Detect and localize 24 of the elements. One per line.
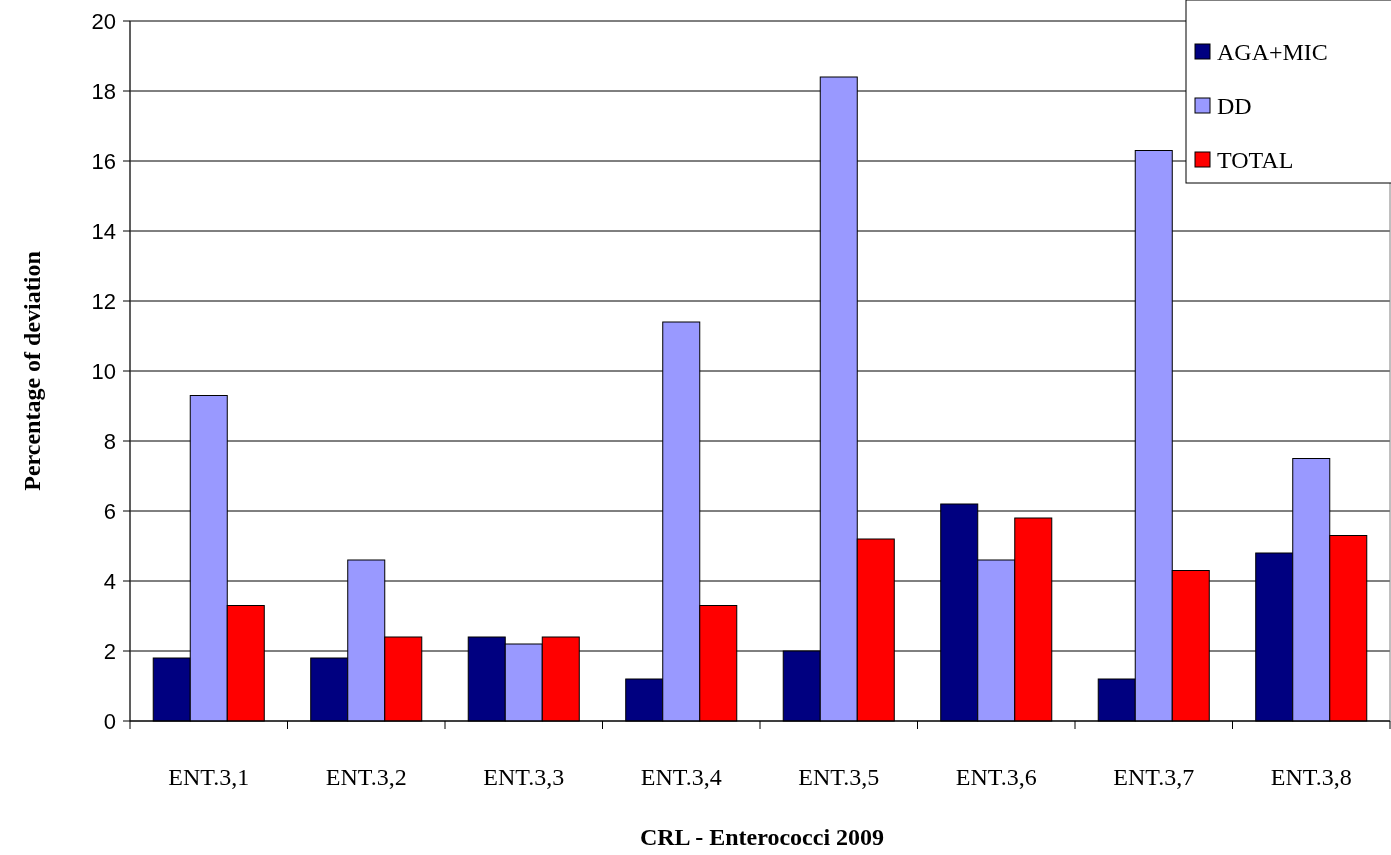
y-tick-label: 8: [103, 428, 116, 454]
x-tick-label: ENT.3,1: [168, 764, 250, 790]
y-tick-label: 16: [91, 148, 116, 174]
y-tick-label: 2: [103, 638, 116, 664]
text: CRL - Enterococci 2009: [639, 824, 885, 850]
y-tick-label: 4: [103, 568, 116, 594]
x-tick-label: ENT.3,8: [1270, 764, 1352, 790]
legend-label: DD: [1217, 93, 1252, 120]
x-tick-label: ENT.3,7: [1113, 764, 1195, 790]
y-tick-label: 20: [91, 8, 116, 34]
legend-label: TOTAL: [1217, 147, 1294, 174]
x-tick-label: ENT.3,2: [325, 764, 407, 790]
x-tick-label: ENT.3,5: [798, 764, 880, 790]
y-tick-label: 10: [91, 358, 116, 384]
y-axis-title: Percentage of deviation: [19, 251, 45, 491]
y-tick-label: 14: [91, 218, 116, 244]
y-tick-label: 12: [91, 288, 116, 314]
x-tick-label: ENT.3,3: [483, 764, 565, 790]
x-tick-label: ENT.3,6: [955, 764, 1037, 790]
legend-label: AGA+MIC: [1217, 39, 1328, 66]
y-tick-label: 6: [103, 498, 116, 524]
y-tick-label: 0: [103, 708, 116, 734]
y-tick-label: 18: [91, 78, 116, 104]
x-tick-label: ENT.3,4: [640, 764, 722, 790]
